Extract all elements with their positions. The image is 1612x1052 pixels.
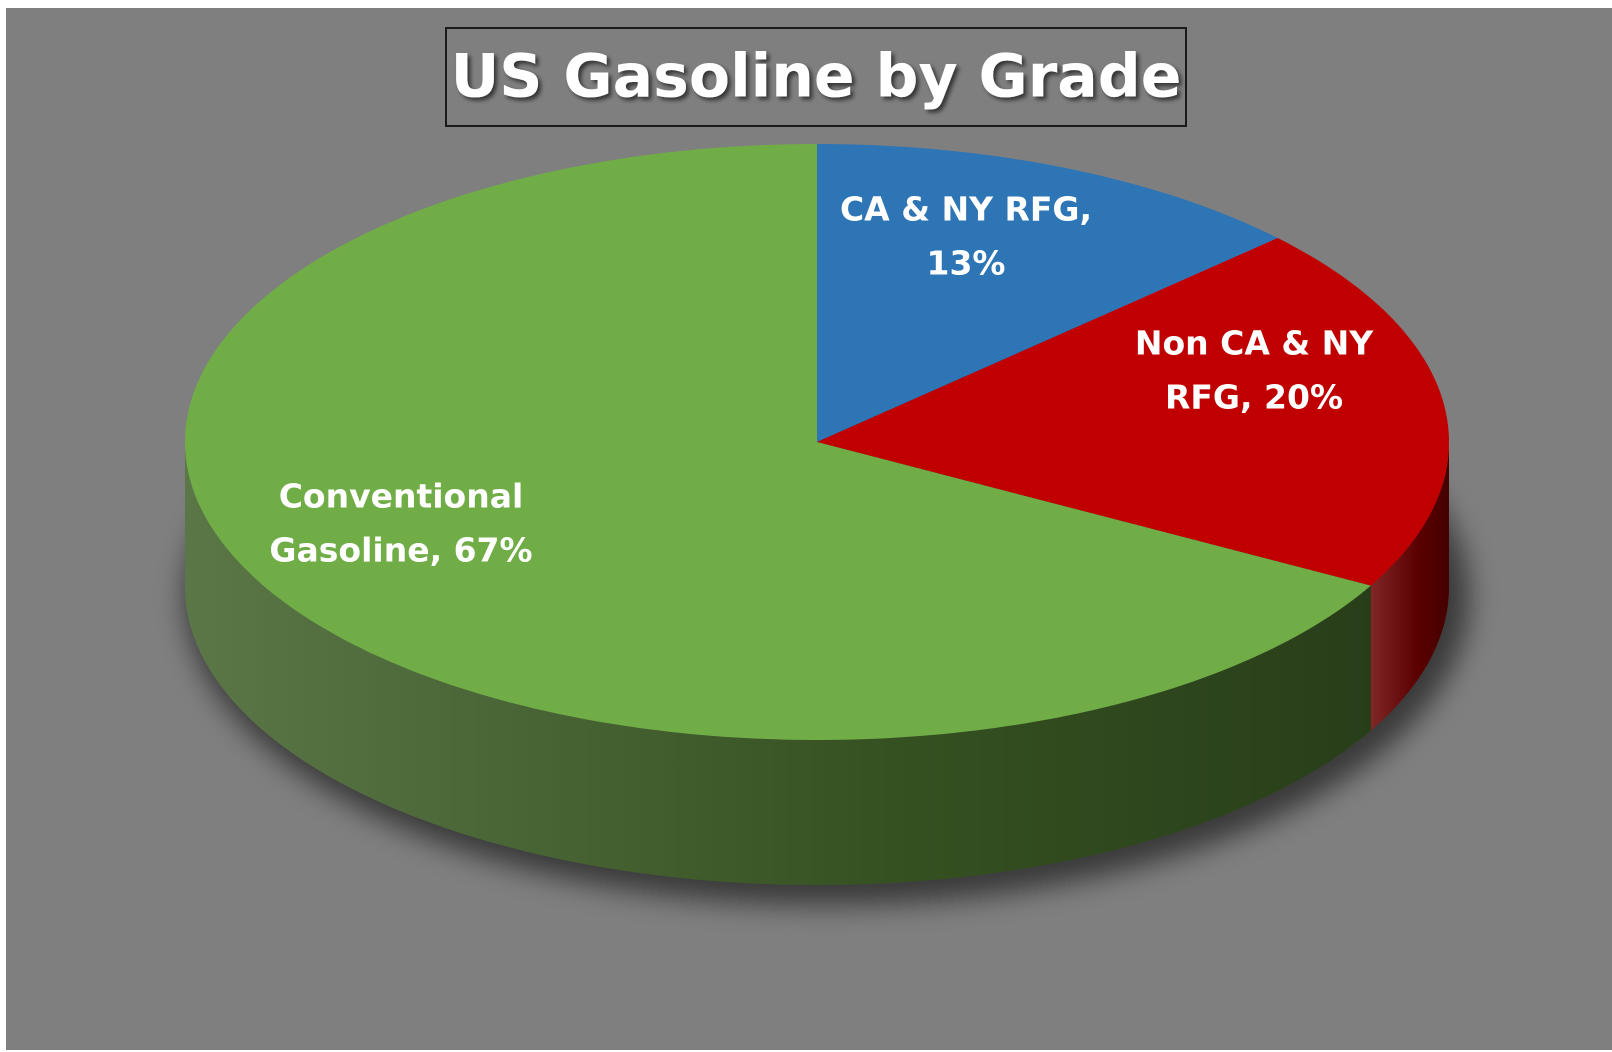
data-label: CA & NY RFG, bbox=[840, 190, 1092, 229]
slice bbox=[817, 238, 1449, 586]
data-label: Conventional bbox=[279, 477, 524, 516]
chart-title: US Gasoline by Grade bbox=[451, 42, 1182, 112]
slice-side-shade bbox=[185, 442, 1371, 885]
data-label: 13% bbox=[927, 244, 1006, 283]
pie: CA & NY RFG, 13% Non CA & NY RFG, 20% Conven… bbox=[185, 144, 1469, 905]
slice bbox=[185, 144, 1371, 740]
data-label: Gasoline, 67% bbox=[269, 531, 532, 570]
data-label: RFG, 20% bbox=[1165, 378, 1343, 417]
slice bbox=[817, 144, 1278, 442]
data-label: Non CA & NY bbox=[1135, 324, 1374, 363]
title-box bbox=[445, 27, 1187, 127]
slice-side-shade bbox=[1370, 442, 1449, 731]
